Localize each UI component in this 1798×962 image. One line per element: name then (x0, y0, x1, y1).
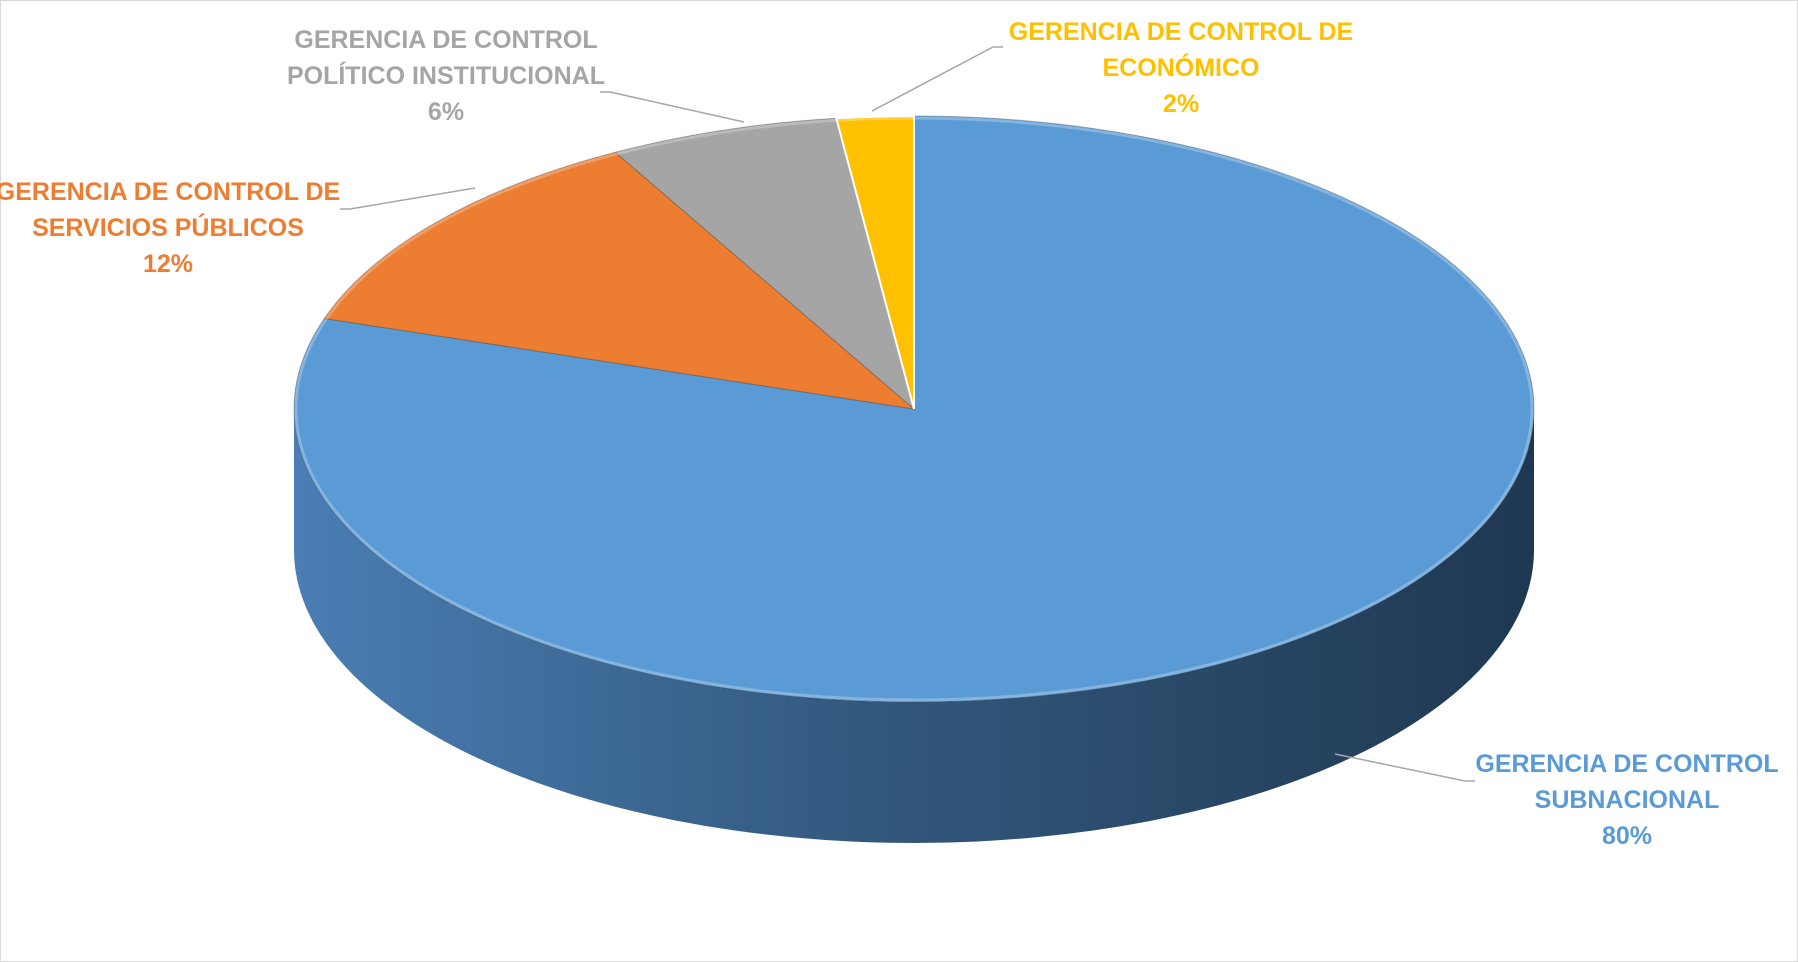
data-label-category: GERENCIA DE CONTROL DE (1009, 18, 1353, 46)
pie-side-layer (294, 409, 1534, 843)
data-label-category: SUBNACIONAL (1535, 786, 1720, 814)
data-label-2: GERENCIA DE CONTROL DE SERVICIOS PÚBLICOS… (0, 178, 340, 278)
pie-slice-side-1 (294, 409, 1534, 843)
data-label-category: POLÍTICO INSTITUCIONAL (287, 61, 605, 90)
data-label-category: ECONÓMICO (1103, 52, 1260, 82)
pie-slice-2[interactable] (323, 151, 916, 410)
pie-rim-highlight (294, 116, 1534, 702)
data-label-value: 6% (428, 98, 464, 126)
data-label-category: GERENCIA DE CONTROL (1475, 750, 1778, 778)
data-label-value: 12% (143, 250, 193, 278)
leader-line-3 (600, 91, 745, 123)
slice-labels: GERENCIA DE CONTROL SUBNACIONAL 80%GERENCI… (0, 18, 1779, 850)
leader-line-1 (1334, 753, 1475, 782)
data-label-category: GERENCIA DE CONTROL DE (0, 178, 340, 206)
leader-line-2 (340, 187, 476, 210)
data-label-category: SERVICIOS PÚBLICOS (32, 212, 304, 242)
pie-slice-3[interactable] (614, 117, 915, 411)
pie-top-layer (293, 114, 1535, 703)
data-label-category: GERENCIA DE CONTROL (294, 26, 597, 54)
leader-line-4 (871, 46, 1003, 112)
data-label-value: 2% (1163, 90, 1199, 118)
data-label-4: GERENCIA DE CONTROL DE ECONÓMICO 2% (1009, 18, 1353, 118)
leader-lines (340, 46, 1475, 782)
data-label-value: 80% (1602, 822, 1652, 850)
data-label-3: GERENCIA DE CONTROL POLÍTICO INSTITUCIONA… (287, 26, 605, 126)
pie-slice-4[interactable] (835, 114, 915, 410)
data-label-1: GERENCIA DE CONTROL SUBNACIONAL 80% (1475, 750, 1778, 850)
